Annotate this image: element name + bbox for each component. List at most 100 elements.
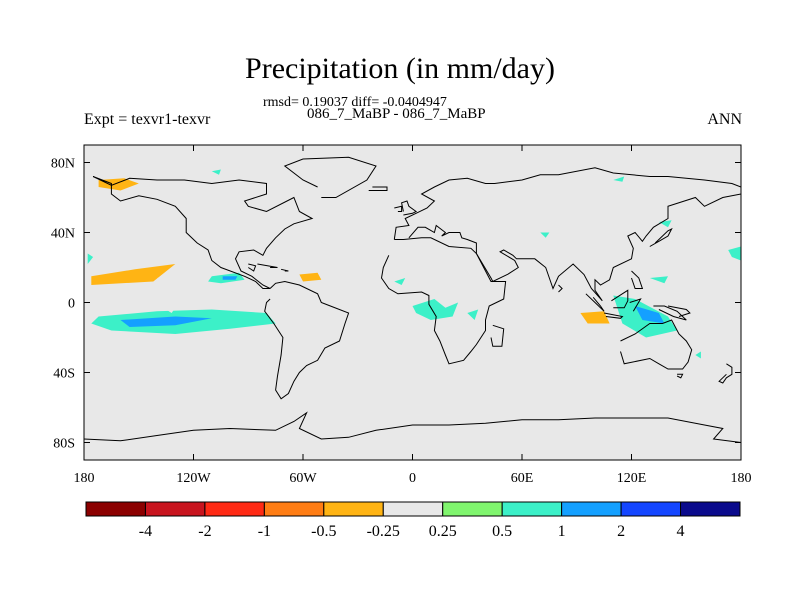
y-tick-label-1: 40N [51, 227, 75, 242]
anomaly-region-17 [467, 309, 479, 320]
anomaly-region-20 [580, 311, 610, 324]
coastline-1 [264, 280, 350, 400]
anomaly-region-30 [540, 232, 550, 238]
colorbar-box-1 [144, 501, 206, 517]
colorbar-label-9: 4 [677, 523, 685, 540]
cases-label: 086_7_MaBP - 086_7_MaBP [307, 106, 486, 122]
coastline-7 [368, 186, 388, 191]
colorbar-box-10 [680, 501, 741, 517]
anomaly-region-10 [222, 276, 238, 280]
anomaly-region-29 [728, 246, 741, 261]
anomaly-region-5 [299, 272, 322, 282]
x-tick-label-3: 0 [409, 471, 416, 486]
anomaly-region-16 [394, 278, 406, 285]
colorbar-box-6 [442, 501, 503, 517]
anomaly-region-4 [248, 271, 358, 294]
colorbar-label-6: 0.5 [492, 523, 512, 540]
colorbar-box-4 [323, 501, 384, 517]
anomaly-region-3 [91, 264, 176, 285]
coastline-23 [257, 263, 278, 268]
anomaly-region-22 [635, 306, 665, 324]
anomaly-region-14 [87, 253, 94, 264]
coastline-6 [394, 205, 403, 212]
coastline-15 [629, 298, 642, 312]
colorbar-box-0 [85, 501, 146, 517]
coastline-24 [280, 268, 289, 272]
coastline-20 [84, 411, 741, 443]
colorbar-box-9 [620, 501, 682, 517]
colorbar-box-7 [501, 501, 563, 517]
x-tick-label-1: 120W [176, 471, 211, 486]
season-label: ANN [707, 111, 742, 128]
anomaly-region-27 [658, 194, 741, 222]
coastline-13 [604, 312, 624, 319]
colorbar-box-2 [204, 501, 265, 517]
experiment-label: Expt = texvr1-texvr [84, 111, 211, 128]
x-axis: 180 120W 60W 0 60E 120E 180 [74, 145, 752, 486]
x-tick-label-5: 120E [617, 471, 647, 486]
y-tick-label-0: 80N [51, 157, 75, 172]
colorbar-box-3 [263, 501, 325, 517]
colorbar-label-5: 0.25 [429, 523, 457, 540]
anomaly-region-15 [412, 299, 459, 320]
anomaly-region-11 [120, 372, 148, 387]
coastline-4 [393, 167, 741, 302]
anomaly-region-35 [613, 176, 625, 182]
colorbar-label-4: -0.25 [367, 523, 400, 540]
anomaly-region-34 [211, 169, 221, 175]
colorbar-box-5 [382, 501, 444, 517]
coastline-2 [283, 156, 377, 198]
anomaly-region-25 [649, 276, 668, 284]
colorbar: -4 -2 -1 -0.5 -0.25 0.25 0.5 1 2 4 [85, 501, 741, 540]
y-axis: 80N 40N 0 40S 80S [51, 157, 741, 452]
anomaly-region-31 [361, 173, 404, 187]
colorbar-label-3: -0.5 [311, 523, 336, 540]
colorbar-label-2: -1 [258, 523, 271, 540]
anomaly-region-12 [290, 355, 300, 366]
coastline-14 [611, 289, 629, 309]
anomaly-region-1 [98, 178, 139, 191]
coastline-10 [718, 363, 733, 384]
anomaly-region-23 [671, 311, 741, 338]
coastline-19 [558, 284, 563, 293]
coastline-18 [490, 324, 505, 347]
x-tick-label-6: 180 [731, 471, 752, 486]
coastline-0 [92, 176, 314, 289]
y-tick-label-3: 40S [53, 367, 75, 382]
x-tick-label-2: 60W [289, 471, 317, 486]
anomaly-region-36 [157, 276, 172, 284]
coastline-3 [380, 237, 507, 365]
anomaly-region-13 [166, 307, 176, 313]
coastline-21 [667, 305, 691, 317]
anomaly-region-32 [270, 216, 285, 228]
coastline-layer [84, 156, 741, 443]
y-tick-label-2: 0 [68, 297, 75, 312]
coastline-9 [676, 373, 684, 379]
coastline-12 [585, 293, 605, 312]
chart-title: Precipitation (in mm/day) [245, 52, 555, 85]
coastline-8 [620, 319, 693, 370]
anomaly-layer [87, 169, 741, 387]
y-tick-label-4: 80S [53, 437, 75, 452]
colorbar-label-0: -4 [139, 523, 152, 540]
map-background [84, 145, 741, 460]
anomaly-region-0 [87, 169, 198, 205]
coastline-5 [401, 200, 418, 216]
anomaly-region-8 [120, 316, 212, 327]
coastline-16 [631, 270, 644, 289]
x-tick-label-4: 60E [511, 471, 534, 486]
anomaly-region-24 [695, 351, 701, 359]
coastline-17 [649, 227, 673, 247]
anomaly-region-6 [87, 304, 112, 315]
colorbar-label-1: -2 [198, 523, 211, 540]
coastline-22 [248, 263, 257, 272]
stats-label: rmsd= 0.19037 diff= -0.0404947 [263, 95, 447, 110]
anomaly-region-18 [476, 276, 526, 294]
colorbar-box-8 [561, 501, 622, 517]
anomaly-region-26 [686, 267, 741, 289]
anomaly-region-33 [233, 180, 258, 187]
colorbar-label-8: 2 [617, 523, 625, 540]
x-tick-label-0: 180 [74, 471, 95, 486]
colorbar-label-7: 1 [558, 523, 566, 540]
